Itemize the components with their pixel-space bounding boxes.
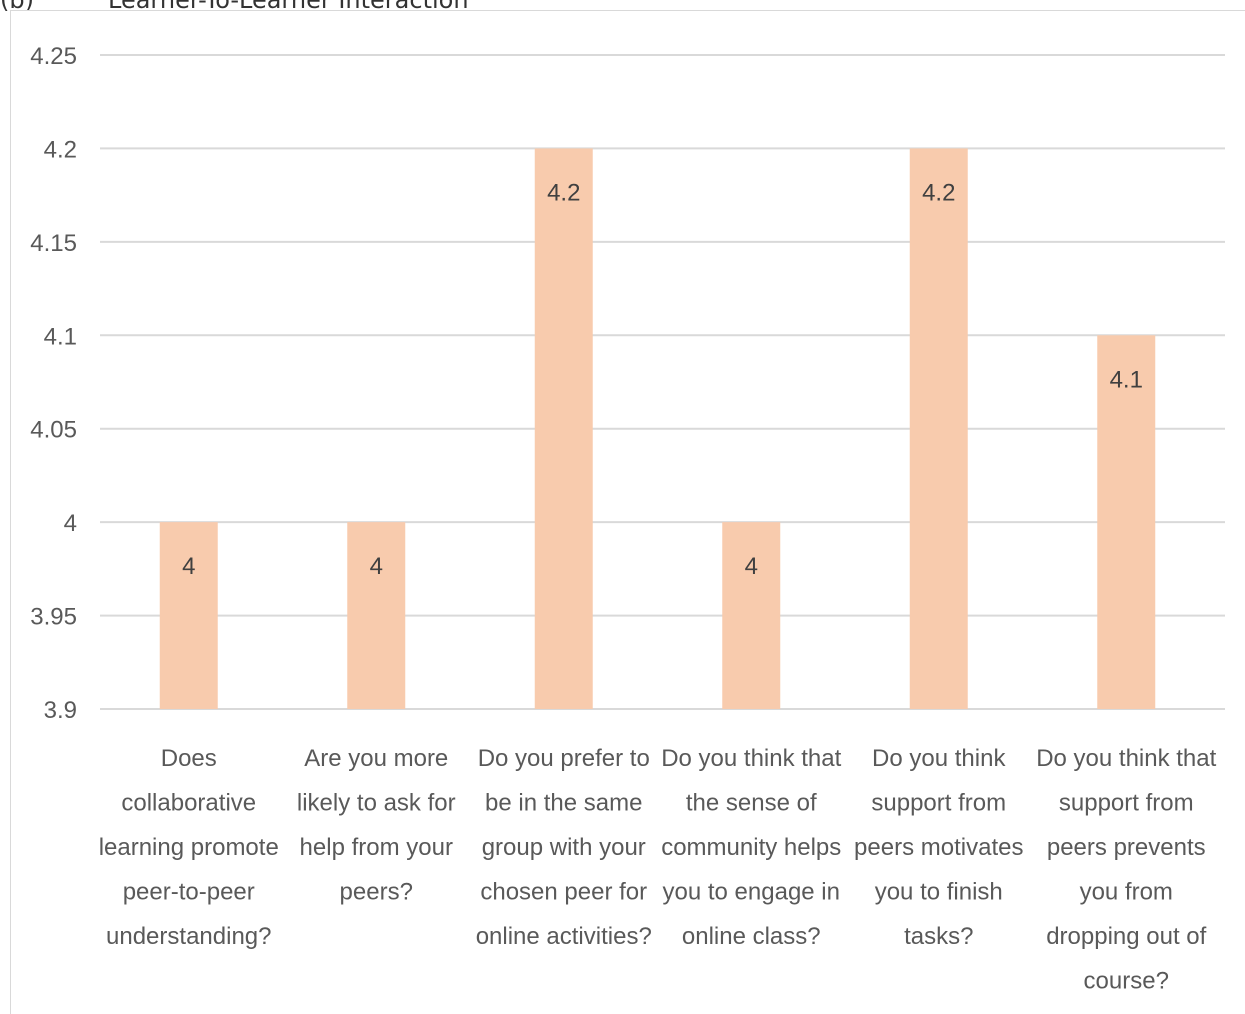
- x-category-label-4: Do you think support from peers motivates y…: [854, 745, 1023, 950]
- data-label-5: 4.1: [1110, 366, 1143, 393]
- y-tick-label-2: 4.15: [30, 230, 77, 257]
- data-label-4: 4.2: [922, 179, 955, 206]
- data-label-1: 4: [370, 553, 383, 580]
- x-category-label-1: Are you more likely to ask for help from y…: [297, 745, 456, 906]
- x-category-label-0: Does collaborative learning promote peer-to…: [99, 745, 279, 950]
- data-label-0: 4: [182, 553, 195, 580]
- y-tick-label-3: 4.1: [44, 323, 77, 350]
- bar-2: [534, 148, 593, 709]
- data-label-3: 4: [745, 553, 758, 580]
- x-category-label-3: Do you think that the sense of community h…: [661, 745, 841, 950]
- bar-0: [159, 522, 218, 709]
- y-tick-label-0: 4.25: [30, 43, 77, 70]
- x-category-label-2: Do you prefer to be in the same group with…: [476, 745, 652, 950]
- bar-5: [1097, 335, 1156, 709]
- bar-1: [347, 522, 406, 709]
- data-label-2: 4.2: [547, 179, 580, 206]
- bar-4: [909, 148, 968, 709]
- y-tick-label-7: 3.9: [44, 697, 77, 724]
- bar-3: [722, 522, 781, 709]
- x-category-label-5: Do you think that support from peers preve…: [1036, 745, 1216, 995]
- y-tick-label-6: 3.95: [30, 604, 77, 631]
- chart-frame: [10, 10, 1245, 1014]
- y-tick-label-5: 4: [64, 510, 77, 537]
- y-tick-label-1: 4.2: [44, 136, 77, 163]
- y-tick-label-4: 4.05: [30, 417, 77, 444]
